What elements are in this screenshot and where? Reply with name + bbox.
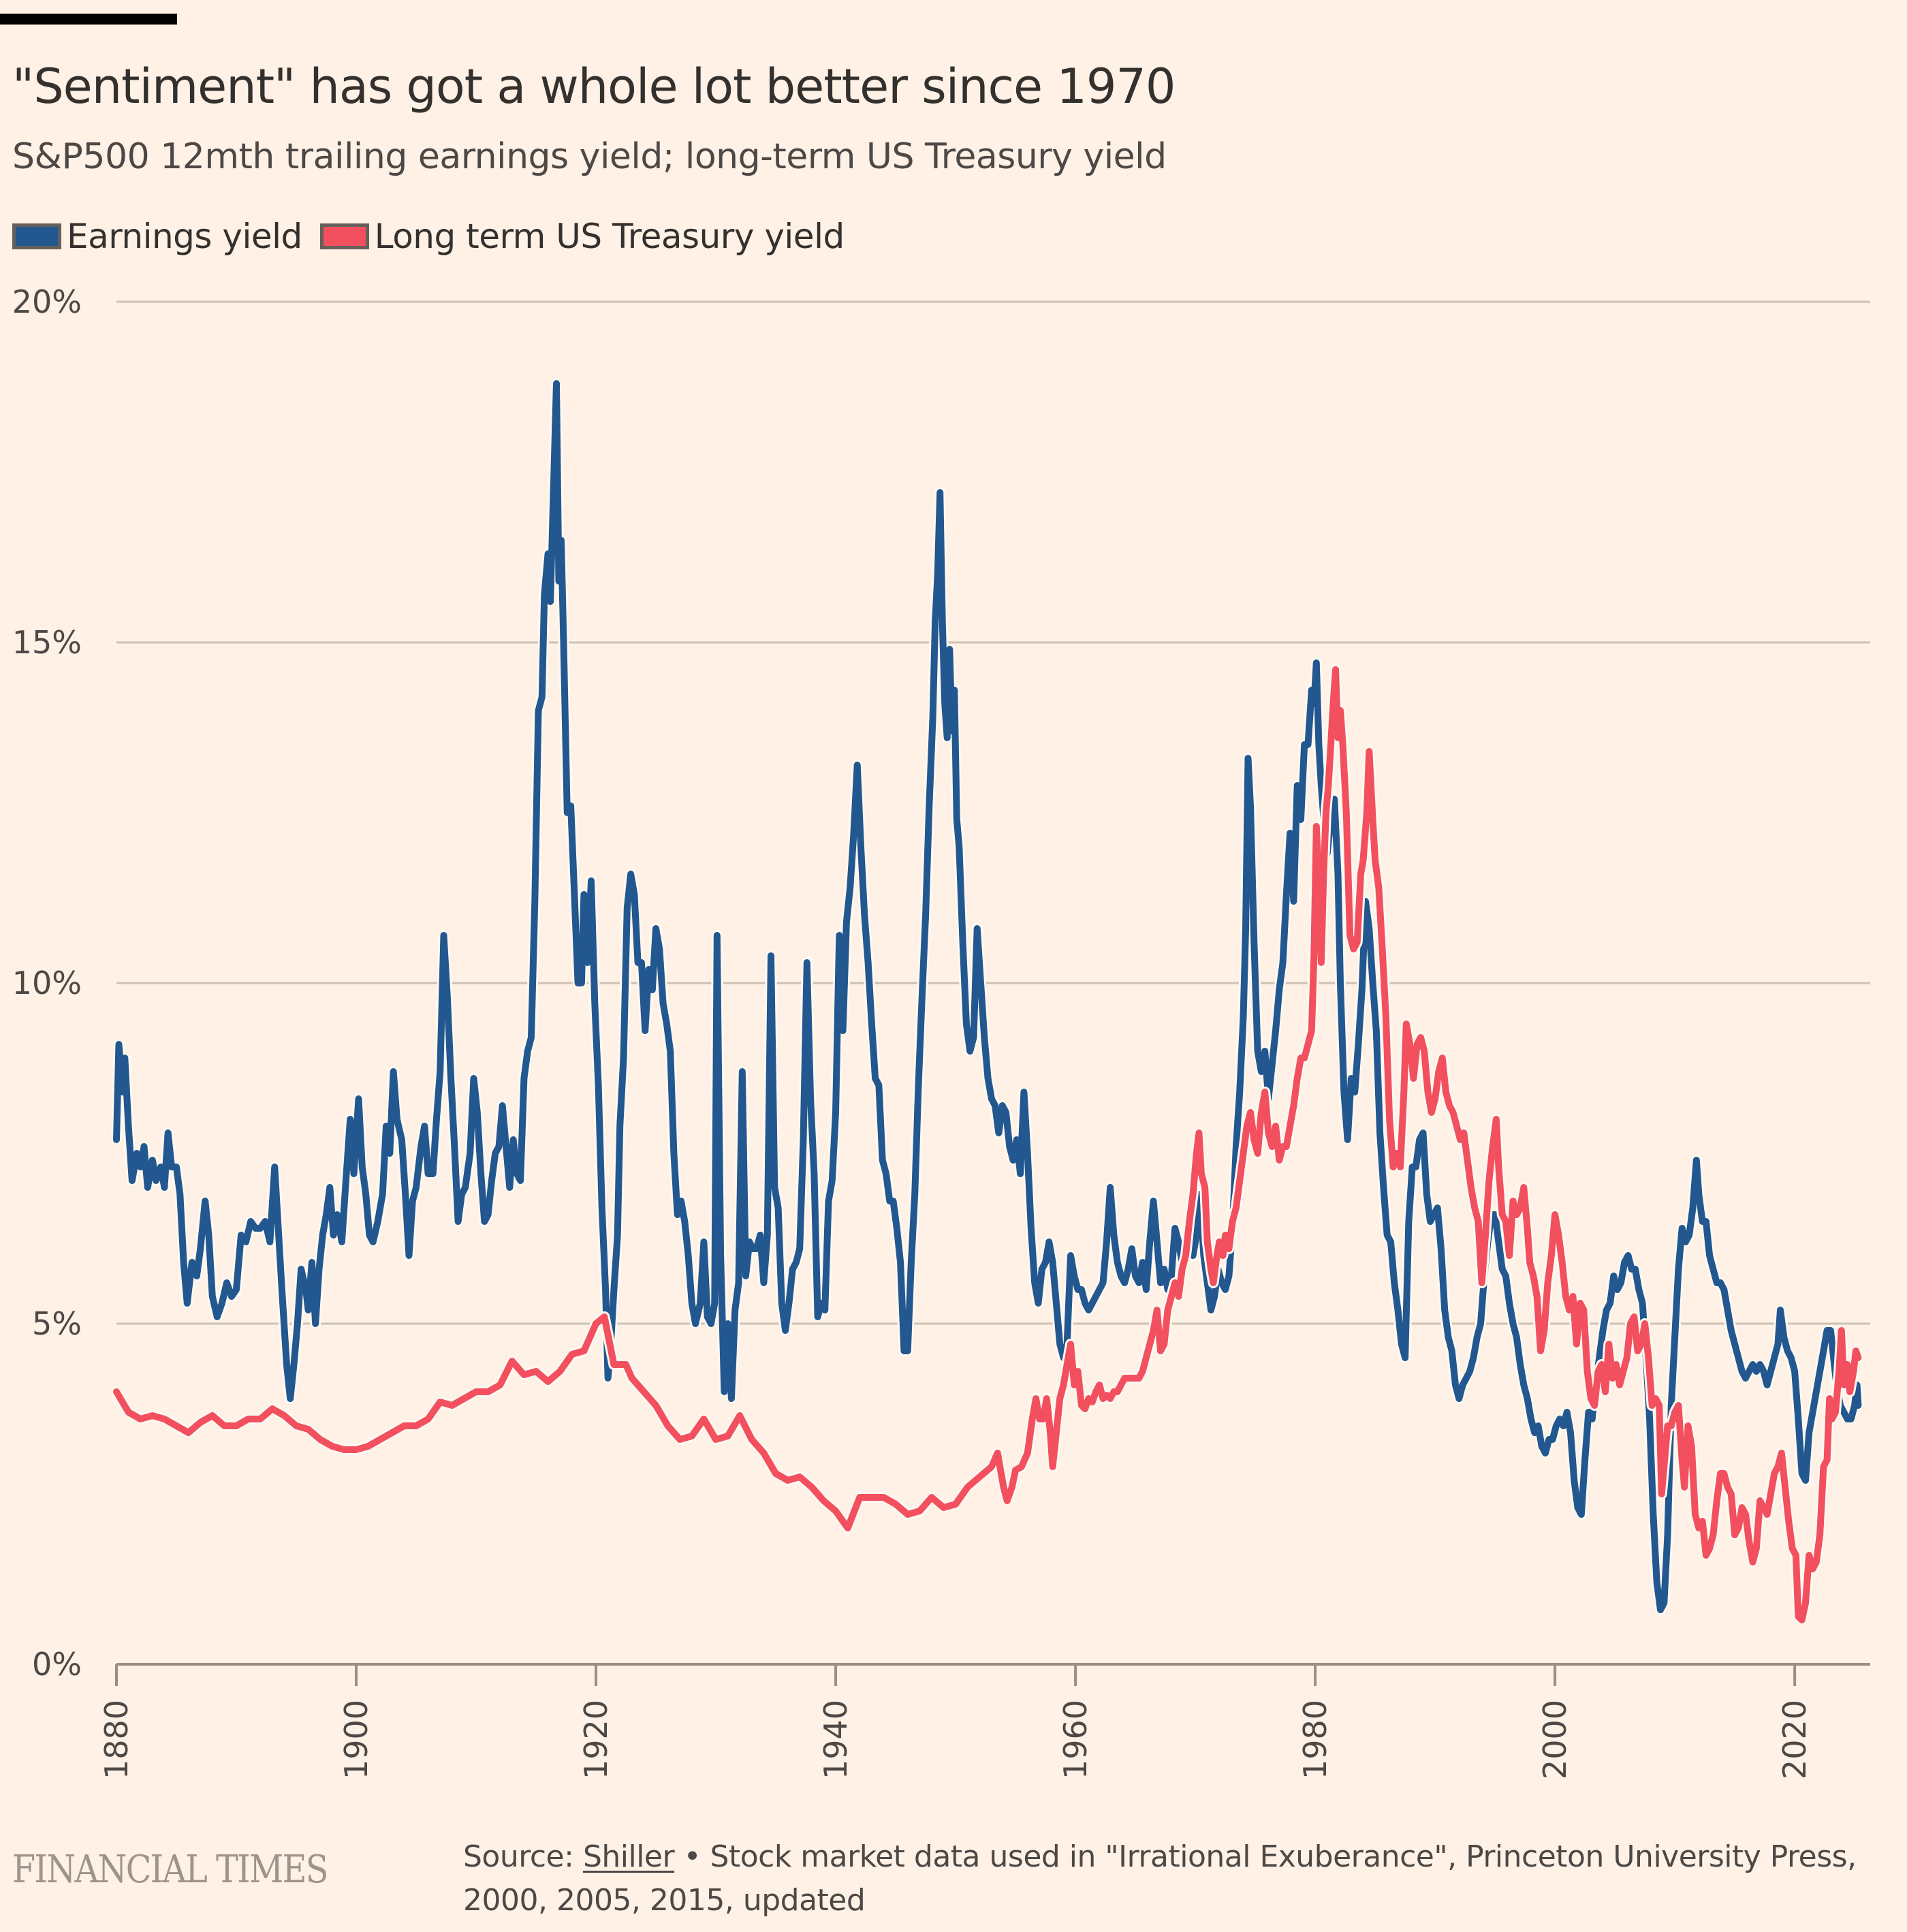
source-description: • Stock market data used in "Irrational … bbox=[463, 1839, 1857, 1918]
series-lines bbox=[111, 378, 1864, 1625]
y-tick-label: 15% bbox=[12, 624, 82, 661]
chart-subtitle: S&P500 12mth trailing earnings yield; lo… bbox=[12, 136, 1167, 177]
x-tick-label: 1880 bbox=[98, 1700, 135, 1779]
legend-swatch-treasury-yield bbox=[319, 223, 369, 249]
series-line-long-term-us-treasury-yield bbox=[113, 666, 1862, 1623]
legend-label: Earnings yield bbox=[67, 217, 302, 256]
x-tick-label: 1980 bbox=[1297, 1700, 1334, 1779]
x-tick-label: 1920 bbox=[578, 1700, 614, 1779]
x-tick-label: 2020 bbox=[1776, 1700, 1813, 1779]
y-tick-label: 5% bbox=[32, 1305, 82, 1342]
legend-label: Long term US Treasury yield bbox=[374, 217, 845, 256]
source-link-shiller[interactable]: Shiller bbox=[582, 1839, 675, 1874]
source-prefix: Source: bbox=[463, 1839, 583, 1874]
series-halo-earnings-yield bbox=[111, 378, 1864, 1615]
brand-rule bbox=[0, 14, 177, 25]
ft-logo: FINANCIAL TIMES bbox=[12, 1848, 329, 1892]
y-tick-label: 0% bbox=[32, 1646, 82, 1683]
series-line-earnings-yield bbox=[113, 380, 1862, 1613]
chart-title: "Sentiment" has got a whole lot better s… bbox=[12, 59, 1176, 114]
legend: Earnings yield Long term US Treasury yie… bbox=[12, 217, 845, 256]
y-tick-label: 10% bbox=[12, 965, 82, 1001]
y-axis-labels: 0% 5% 10% 15% 20% bbox=[12, 283, 82, 1683]
legend-item-earnings-yield: Earnings yield bbox=[12, 217, 302, 256]
legend-item-treasury-yield: Long term US Treasury yield bbox=[319, 217, 845, 256]
series-halo-long-term-us-treasury-yield bbox=[111, 664, 1864, 1625]
x-tick-label: 1960 bbox=[1057, 1700, 1094, 1779]
legend-swatch-earnings-yield bbox=[12, 223, 61, 249]
x-tick-label: 1900 bbox=[338, 1700, 375, 1779]
y-tick-label: 20% bbox=[12, 283, 82, 320]
x-axis: 1880 1900 1920 1940 1960 1980 2000 2020 bbox=[98, 1663, 1870, 1779]
x-tick-label: 1940 bbox=[817, 1700, 854, 1779]
x-tick-label: 2000 bbox=[1536, 1700, 1573, 1779]
source-note: Source: Shiller • Stock market data used… bbox=[463, 1835, 1893, 1922]
